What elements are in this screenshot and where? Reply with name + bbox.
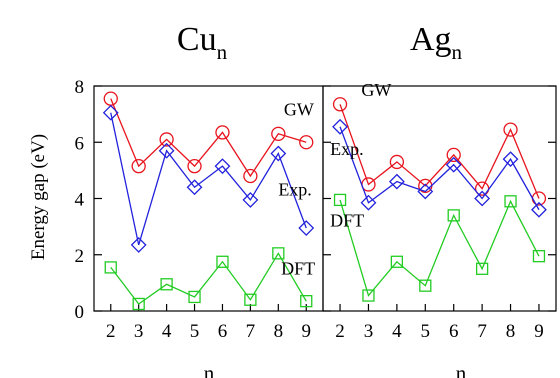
- x-tick-label: 3: [364, 321, 374, 342]
- panel-ag-title-sub: n: [452, 40, 463, 64]
- y-axis-label: Energy gap (eV): [28, 134, 49, 260]
- panel-ag-xlabel: n: [456, 361, 467, 378]
- y-tick-label: 0: [75, 302, 85, 323]
- x-tick-label: 7: [246, 321, 256, 342]
- x-tick-label: 3: [134, 321, 144, 342]
- x-tick-label: 6: [218, 321, 228, 342]
- panel-cu-title: Cun: [177, 21, 228, 64]
- panel-ag-title-main: Ag: [410, 21, 452, 58]
- series-label-exp: Exp.: [278, 180, 312, 200]
- series-label-dft: DFT: [330, 211, 364, 231]
- series-line-dft: [111, 253, 306, 304]
- panel-cu-xlabel: n: [204, 361, 215, 378]
- panel-ag-plot: 2 3 4 5 6 7 8 9 GW Exp. DFT: [323, 80, 556, 342]
- series-line-dft: [340, 200, 539, 296]
- x-tick-label: 6: [449, 321, 459, 342]
- series-label-dft: DFT: [281, 258, 315, 278]
- x-tick-label: 8: [274, 321, 284, 342]
- panel-ag-title: Agn: [410, 21, 463, 64]
- x-tick-label: 5: [190, 321, 200, 342]
- x-tick-label: 7: [477, 321, 487, 342]
- x-tick-label: 8: [506, 321, 516, 342]
- y-tick-label: 2: [75, 246, 85, 267]
- series-label-exp: Exp.: [330, 139, 364, 159]
- panel-ag-frame: [323, 86, 556, 311]
- series-line-exp: [111, 113, 306, 245]
- x-tick-label: 4: [162, 321, 172, 342]
- panel-cu-title-sub: n: [217, 40, 228, 64]
- x-tick-label: 9: [301, 321, 311, 342]
- y-tick-label: 6: [75, 133, 85, 154]
- x-tick-label: 4: [392, 321, 402, 342]
- series-label-gw: GW: [284, 100, 314, 120]
- series-label-gw: GW: [361, 80, 391, 100]
- y-tick-label: 4: [75, 190, 85, 211]
- x-tick-label: 9: [534, 321, 544, 342]
- series-line-gw: [340, 104, 539, 198]
- y-tick-label: 8: [75, 77, 85, 98]
- x-tick-label: 2: [106, 321, 116, 342]
- panel-cu-title-main: Cu: [177, 21, 217, 58]
- x-tick-label: 2: [335, 321, 345, 342]
- series-line-gw: [111, 99, 306, 176]
- x-tick-label: 5: [421, 321, 431, 342]
